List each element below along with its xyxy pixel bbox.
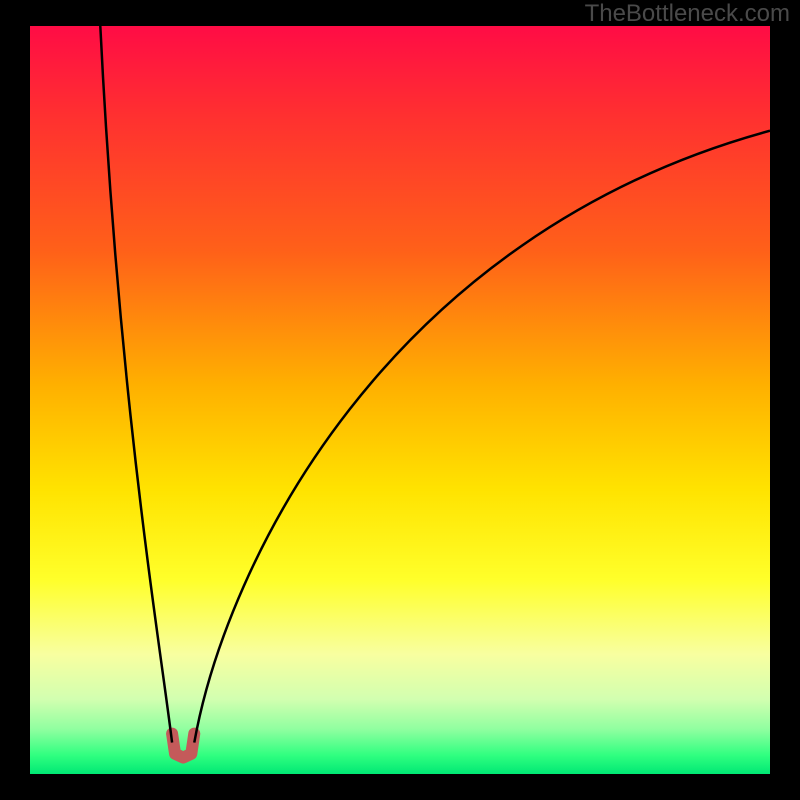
watermark-text: TheBottleneck.com [585,0,790,28]
gradient-background [30,26,770,774]
plot-svg [30,26,770,774]
chart-stage: TheBottleneck.com [0,0,800,800]
plot-area [30,26,770,774]
